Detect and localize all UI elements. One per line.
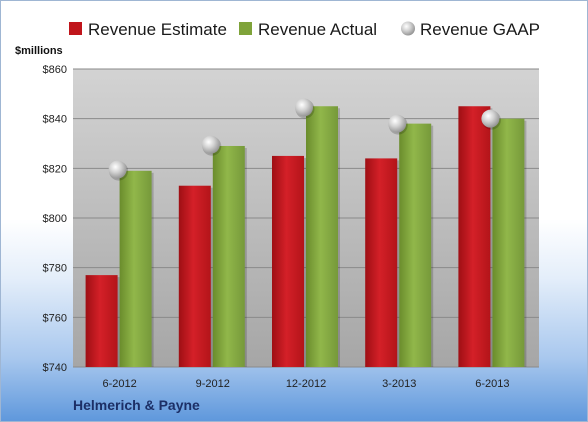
company-name: Helmerich & Payne	[73, 397, 200, 413]
gaap-markers	[108, 98, 501, 181]
marker-revenue-gaap	[388, 114, 407, 133]
y-tick-label: $780	[43, 263, 67, 275]
x-tick-label: 6-2013	[475, 378, 509, 390]
legend-swatch-revenue-actual	[239, 22, 252, 35]
marker-revenue-gaap	[108, 160, 127, 179]
x-axis-ticks: 6-2012 9-2012 12-2012 3-2013 6-2013	[102, 378, 509, 390]
x-tick-label: 12-2012	[286, 378, 326, 390]
bar-revenue-estimate	[178, 185, 211, 367]
marker-revenue-gaap	[295, 98, 313, 117]
y-tick-label: $840	[43, 114, 67, 126]
bar-revenue-actual	[399, 123, 432, 367]
x-tick-label: 3-2013	[382, 378, 416, 390]
marker-revenue-gaap	[201, 135, 220, 154]
bar-revenue-estimate	[365, 158, 398, 367]
bar-revenue-estimate	[458, 106, 491, 367]
bar-revenue-actual	[492, 118, 525, 368]
legend: Revenue Estimate Revenue Actual Revenue GA…	[69, 20, 540, 39]
y-tick-label: $760	[43, 312, 67, 324]
marker-revenue-gaap	[481, 109, 500, 128]
bar-revenue-actual	[306, 106, 338, 367]
legend-label-revenue-gaap: Revenue GAAP	[420, 20, 540, 39]
bar-series	[85, 106, 527, 368]
bar-revenue-actual	[119, 170, 152, 367]
bar-revenue-estimate	[272, 155, 304, 367]
y-tick-label: $860	[43, 64, 67, 76]
y-axis-unit-label: $millions	[15, 45, 63, 57]
x-tick-label: 9-2012	[196, 378, 230, 390]
legend-swatch-revenue-gaap	[401, 21, 415, 36]
y-axis-ticks: $740 $760 $780 $800 $820 $840 $860	[43, 64, 67, 374]
y-tick-label: $800	[43, 213, 67, 225]
bar-revenue-actual	[212, 145, 245, 367]
y-tick-label: $820	[43, 163, 67, 175]
legend-label-revenue-estimate: Revenue Estimate	[88, 20, 227, 39]
legend-swatch-revenue-estimate	[69, 22, 82, 35]
legend-label-revenue-actual: Revenue Actual	[258, 20, 377, 39]
x-tick-label: 6-2012	[102, 378, 136, 390]
bar-revenue-estimate	[85, 275, 118, 367]
y-tick-label: $740	[43, 362, 67, 374]
